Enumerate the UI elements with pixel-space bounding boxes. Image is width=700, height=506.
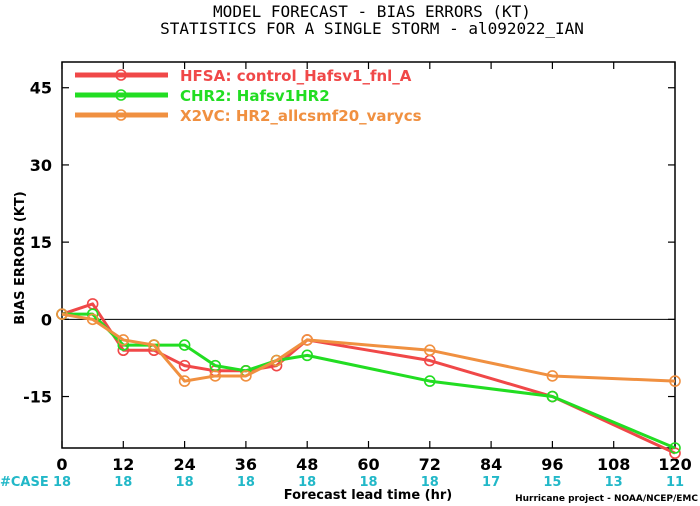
data-point (178, 375, 191, 387)
legend-label: X2VC: HR2_allcsmf20_varycs (180, 107, 422, 125)
data-point (148, 339, 160, 351)
case-count: 18 (359, 475, 377, 490)
data-point (301, 334, 314, 346)
x-tick-label: 84 (480, 455, 502, 474)
case-count: 17 (482, 475, 500, 490)
x-tick-label: 24 (173, 455, 195, 474)
case-count: 13 (605, 475, 623, 490)
legend-marker (115, 109, 127, 121)
case-count: 15 (543, 475, 561, 490)
credit-text: Hurricane project - NOAA/NCEP/EMC (515, 494, 698, 504)
case-count: 18 (237, 475, 255, 490)
x-tick-label: 12 (112, 455, 134, 474)
case-count: 18 (421, 475, 439, 490)
data-point (270, 354, 283, 367)
case-count: 18 (176, 475, 194, 490)
x-tick-label: 108 (597, 455, 630, 474)
data-point (178, 339, 191, 351)
y-tick-label: 45 (30, 79, 52, 98)
y-axis-label: BIAS ERRORS (KT) (13, 191, 28, 324)
data-point (178, 359, 191, 372)
data-point (423, 375, 436, 387)
chart-subtitle: STATISTICS FOR A SINGLE STORM - al092022… (160, 19, 584, 38)
data-point (669, 442, 681, 454)
data-point (301, 349, 314, 362)
x-tick-label: 48 (296, 455, 318, 474)
chart-title: MODEL FORECAST - BIAS ERRORS (KT) (213, 2, 531, 21)
data-point (423, 344, 436, 357)
data-point (86, 313, 99, 326)
x-tick-label: 0 (56, 455, 67, 474)
x-tick-label: 96 (541, 455, 563, 474)
y-tick-label: 0 (41, 310, 52, 329)
series-line-2 (62, 312, 676, 450)
y-tick-label: 30 (30, 156, 52, 175)
data-point (209, 370, 222, 382)
data-point (240, 370, 252, 382)
case-count: 18 (53, 475, 71, 490)
case-count: 11 (666, 475, 684, 490)
data-point (56, 308, 68, 320)
data-point (669, 447, 681, 459)
legend-label: CHR2: Hafsv1HR2 (180, 87, 330, 105)
x-tick-label: 36 (235, 455, 257, 474)
x-axis-label: Forecast lead time (hr) (284, 488, 452, 503)
series-line-3 (61, 312, 676, 383)
legend-label: HFSA: control_Hafsv1_fnl_A (180, 67, 412, 85)
data-point (669, 375, 681, 387)
x-tick-label: 72 (419, 455, 441, 474)
y-tick-label: 15 (30, 233, 52, 252)
x-tick-label: 120 (658, 455, 691, 474)
data-point (546, 370, 559, 382)
data-point (546, 390, 559, 403)
case-count: 18 (114, 475, 132, 490)
case-count: 18 (298, 475, 316, 490)
data-point (117, 334, 130, 346)
case-label: #CASE (0, 475, 49, 490)
legend-marker (115, 89, 127, 101)
y-tick-label: -15 (23, 388, 52, 407)
x-tick-label: 60 (357, 455, 379, 474)
legend-marker (115, 69, 127, 81)
